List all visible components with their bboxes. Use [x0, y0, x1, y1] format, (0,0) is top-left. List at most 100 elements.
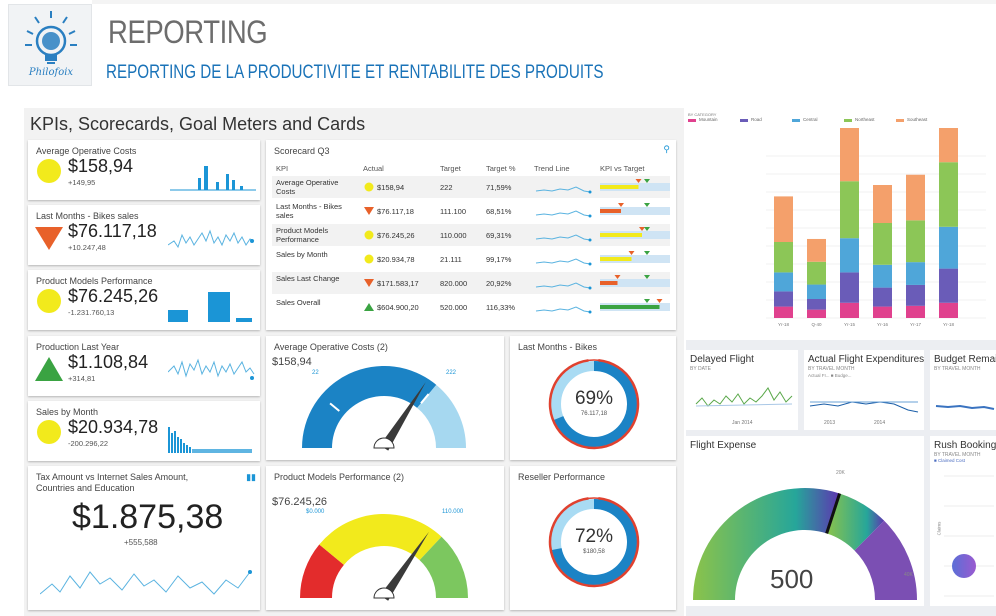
legend-swatch: [792, 119, 800, 122]
kpi-label: Product Models Performance: [36, 276, 153, 286]
status-circle-icon: [364, 254, 374, 264]
down-triangle-icon: [35, 227, 63, 250]
table-row[interactable]: Last Months - Bikes sales $76.117,18 111.1…: [272, 200, 670, 222]
col-header-target: Target: [440, 164, 461, 173]
kpi-label: Production Last Year: [36, 342, 120, 352]
scorecard-panel[interactable]: Scorecard Q3 ⚲ KPI Actual Target Target …: [266, 140, 676, 330]
trend-sparkline: [535, 234, 592, 242]
bar-segment: [840, 128, 859, 182]
flight-expense-card[interactable]: Flight Expense 500 20K 40K: [686, 436, 924, 606]
gauge-segment-1: [417, 384, 466, 448]
down-triangle-icon: [364, 279, 374, 287]
kpi-value: $76.245,26: [68, 286, 159, 306]
bullet-chart: [600, 203, 670, 215]
cell-actual: $76.245,26: [377, 231, 415, 240]
bar-segment: [939, 302, 958, 318]
x-tick: 2014: [874, 420, 886, 426]
donut-card-reseller[interactable]: Reseller Performance 72% $180,58: [510, 466, 676, 610]
kpi-delta: +149,95: [68, 178, 96, 187]
gauge-segment-0: [300, 544, 344, 598]
scorecard-title: Scorecard Q3: [274, 146, 330, 156]
gauge-card-avg-costs[interactable]: Average Operative Costs (2) $158,94 22 2…: [266, 336, 504, 460]
bar-segment: [939, 162, 958, 227]
bar-segment: [807, 299, 826, 310]
table-row[interactable]: Average Operative Costs $158,94 222 71,59%: [272, 176, 670, 198]
delayed-flight-card[interactable]: Delayed Flight BY DATE Jan 2014: [686, 350, 798, 430]
kpi-card-production[interactable]: Production Last Year $1.108,84 +314,81: [28, 336, 260, 396]
trend-sparkline: [535, 306, 592, 314]
cell-target: 222: [440, 183, 453, 192]
table-row[interactable]: Sales by Month $20.934,78 21.111 99,17%: [272, 248, 670, 270]
donut-value-arc: [551, 499, 637, 585]
bar-segment: [906, 174, 925, 221]
bar-segment: [774, 196, 793, 242]
card-title: Budget Remaining: [934, 354, 996, 365]
line-chart: [935, 404, 995, 410]
kpi-card-bikes-sales[interactable]: Last Months - Bikes sales $76.117,18 +10…: [28, 205, 260, 265]
donut-chart: [548, 496, 640, 588]
col-header-trend: Trend Line: [534, 164, 570, 173]
cell-pct: 69,31%: [486, 231, 512, 240]
card-title: Rush Booking Trend: [934, 440, 996, 451]
cell-pct: 68,51%: [486, 207, 512, 216]
kpi-card-product-models[interactable]: Product Models Performance $76.245,26 -1…: [28, 270, 260, 330]
page-title: REPORTING: [108, 14, 268, 50]
bubble-chart: [944, 475, 994, 597]
gauge-card-product-models[interactable]: Product Models Performance (2) $76.245,2…: [266, 466, 504, 610]
gauge-segment-0: [693, 488, 840, 600]
card-title: Flight Expense: [690, 440, 757, 451]
gauge-segment-1: [826, 493, 885, 551]
cell-pct: 116,33%: [486, 303, 516, 312]
chart-icon[interactable]: ▮▮: [246, 472, 256, 482]
legend-swatch: [896, 119, 904, 122]
table-row[interactable]: Product Models Performance $76.245,26 110.…: [272, 224, 670, 246]
cell-kpi: Sales Last Change: [276, 274, 340, 283]
kpi-label: Tax Amount vs Internet Sales Amount, Cou…: [36, 472, 189, 493]
bar-segment: [873, 185, 892, 223]
sparkbar-chart: [168, 292, 252, 322]
gauge-hub: [373, 587, 395, 599]
cell-actual: $171.583,17: [377, 279, 419, 288]
gauge-mid: 20K: [836, 470, 845, 476]
stacked-bar-chart: Yr-18 Q-40 Yr-15 Yr-16 Yr-17 Yr-18: [766, 128, 986, 327]
gauge-segment-2: [854, 520, 917, 600]
cell-pct: 20,92%: [486, 279, 512, 288]
gauge-needle: [379, 531, 429, 601]
status-circle-icon: [37, 289, 61, 313]
bar-segment: [774, 272, 793, 292]
gauge-segment-0: [302, 366, 437, 448]
gauge-max: 110.000: [442, 509, 464, 515]
rush-booking-card[interactable]: Rush Booking Trend BY TRAVEL MONTH ■ Cla…: [930, 436, 996, 606]
kpi-card-sales-month[interactable]: Sales by Month $20.934,78 -200.296,22: [28, 401, 260, 461]
dashboard-title: KPIs, Scorecards, Goal Meters and Cards: [30, 114, 366, 134]
bar-segment: [873, 264, 892, 288]
donut-value: $180,58: [583, 549, 605, 555]
bar-segment: [939, 128, 958, 163]
card-title: Delayed Flight: [690, 354, 754, 365]
stacked-bar-panel[interactable]: BY CATEGORY Mountain Road Central Northeast…: [686, 110, 996, 338]
col-header-kpi-vs-target: KPI vs Target: [600, 164, 645, 173]
budget-card[interactable]: Budget Remaining BY TRAVEL MONTH: [930, 350, 996, 430]
gauge-segment-2: [419, 536, 468, 598]
kpi-card-tax-amount[interactable]: Tax Amount vs Internet Sales Amount, Cou…: [28, 466, 260, 610]
kpi-card-avg-costs[interactable]: Average Operative Costs $158,94 +149,95: [28, 140, 260, 200]
gauge-needle: [379, 382, 426, 451]
gauge-tick: [329, 402, 340, 412]
gauge-chart: [693, 488, 917, 600]
cell-kpi: Sales Overall: [276, 298, 321, 307]
donut-title: Reseller Performance: [518, 472, 606, 482]
expenditures-card[interactable]: Actual Flight Expenditures BY TRAVEL MON…: [804, 350, 924, 430]
donut-card-bikes[interactable]: Last Months - Bikes 69% 76.117,18: [510, 336, 676, 460]
cell-target: 111.100: [440, 207, 466, 216]
table-row[interactable]: Sales Last Change $171.583,17 820.000 20,92…: [272, 272, 670, 294]
bar-segment: [774, 291, 793, 307]
sparkbar-chart: [170, 166, 256, 191]
table-row[interactable]: Sales Overall $604.900,20 520.000 116,33%: [272, 296, 670, 318]
gauge-segment-1: [319, 514, 442, 565]
bar-segment: [939, 226, 958, 269]
gauge-max: 222: [446, 370, 457, 376]
search-icon[interactable]: ⚲: [663, 144, 670, 154]
col-header-target-pct: Target %: [486, 164, 516, 173]
x-tick-label: Yr-15: [844, 322, 856, 327]
line-chart: [695, 387, 793, 407]
